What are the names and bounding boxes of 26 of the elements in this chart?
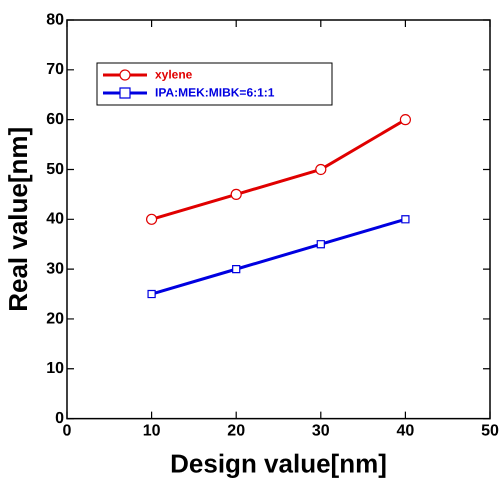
y-tick-label: 70: [46, 61, 64, 78]
legend-label: IPA:MEK:MIBK=6:1:1: [154, 85, 275, 100]
point: [315, 164, 326, 176]
y-tick-label: 0: [55, 410, 64, 428]
point: [400, 114, 411, 126]
point: [230, 188, 242, 200]
x-tick-label: 10: [142, 422, 161, 440]
y-tick-label: 60: [46, 111, 64, 128]
x-tick-label: 40: [396, 422, 414, 440]
point: [147, 290, 156, 298]
point: [232, 264, 240, 274]
point: [146, 214, 158, 225]
y-tick-label: 30: [46, 260, 64, 278]
x-tick-label: 20: [227, 422, 246, 440]
y-tick-label: 20: [46, 310, 64, 328]
legend-label: xylene: [154, 67, 193, 82]
x-axis-title: Design value[nm]: [170, 448, 387, 479]
y-tick-label: 50: [46, 160, 64, 178]
x-tick-label: 30: [312, 422, 330, 440]
y-axis-title: Real value[nm]: [2, 126, 33, 312]
y-tick-label: 40: [46, 210, 64, 228]
point: [316, 240, 325, 248]
x-tick-label: 50: [481, 422, 499, 440]
y-tick-label: 80: [46, 11, 64, 28]
y-tick-label: 10: [46, 360, 64, 378]
point: [401, 215, 410, 224]
